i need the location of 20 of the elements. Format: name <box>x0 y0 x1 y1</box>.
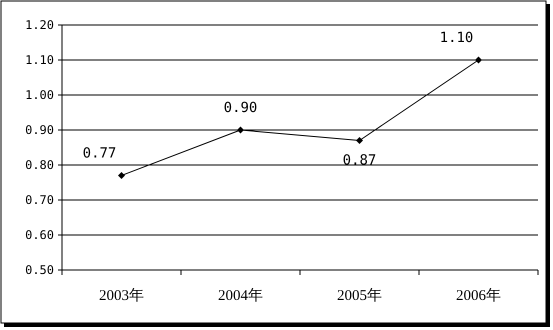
y-tick-label: 1.10 <box>25 53 54 67</box>
x-tick-label: 2006年 <box>456 287 501 304</box>
x-tick-label: 2003年 <box>99 287 144 304</box>
data-label: 1.10 <box>440 30 474 46</box>
y-tick-label: 1.00 <box>25 88 54 102</box>
x-tick-label: 2004年 <box>218 287 263 304</box>
y-tick-label: 0.90 <box>25 123 54 137</box>
y-tick-label: 0.80 <box>25 158 54 172</box>
data-label: 0.77 <box>82 146 116 162</box>
point <box>237 126 244 134</box>
point <box>118 172 125 179</box>
y-tick-label: 0.50 <box>25 263 54 277</box>
y-tick-label: 0.60 <box>25 228 54 242</box>
y-tick-label: 1.20 <box>25 18 54 32</box>
data-label: 0.87 <box>342 152 376 168</box>
point <box>356 137 363 144</box>
point <box>475 56 482 64</box>
x-tick-label: 2005年 <box>337 287 382 304</box>
data-label: 0.90 <box>224 100 258 116</box>
y-tick-label: 0.70 <box>25 193 54 207</box>
